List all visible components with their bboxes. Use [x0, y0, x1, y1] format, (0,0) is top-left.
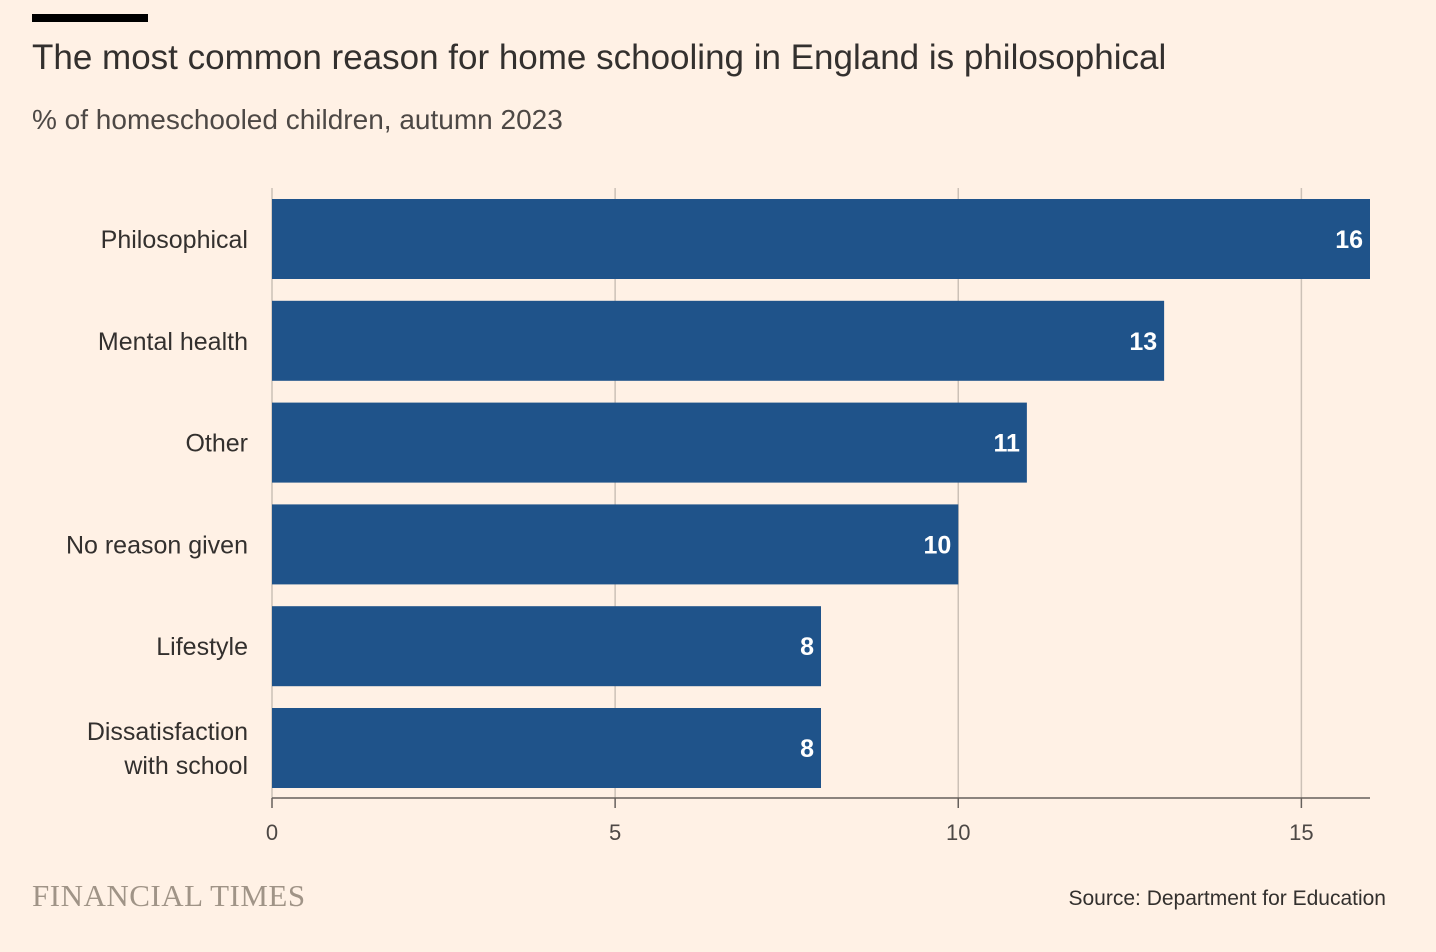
- value-label-3: 10: [923, 531, 951, 559]
- x-tick-label-1: 5: [609, 820, 621, 845]
- chart-title: The most common reason for home schoolin…: [32, 38, 1167, 77]
- value-label-0: 16: [1335, 226, 1363, 254]
- bar-4: [272, 606, 821, 687]
- top-rule: [32, 14, 148, 22]
- value-label-2: 11: [993, 430, 1020, 458]
- bar-0: [272, 199, 1370, 279]
- x-tick-label-0: 0: [266, 820, 278, 845]
- value-label-1: 13: [1129, 328, 1157, 356]
- category-label-3: No reason given: [66, 531, 248, 559]
- category-label-0: Philosophical: [101, 226, 248, 254]
- category-label-4: Lifestyle: [156, 633, 248, 661]
- value-label-4: 8: [800, 633, 814, 661]
- chart-subtitle: % of homeschooled children, autumn 2023: [32, 104, 563, 135]
- bar-2: [272, 402, 1027, 483]
- category-label-2: Other: [185, 430, 248, 458]
- bar-5: [272, 708, 821, 788]
- category-label-1: Mental health: [98, 328, 248, 356]
- bar-3: [272, 504, 959, 585]
- value-label-5: 8: [800, 735, 814, 763]
- x-tick-label-3: 15: [1289, 820, 1313, 845]
- category-label-5-line-0: Dissatisfaction: [87, 718, 248, 746]
- x-tick-label-2: 10: [946, 820, 970, 845]
- bar-1: [272, 300, 1165, 381]
- category-label-5-line-1: with school: [123, 752, 248, 780]
- ft-logo: FINANCIAL TIMES: [32, 878, 306, 913]
- source-note: Source: Department for Education: [1068, 887, 1386, 910]
